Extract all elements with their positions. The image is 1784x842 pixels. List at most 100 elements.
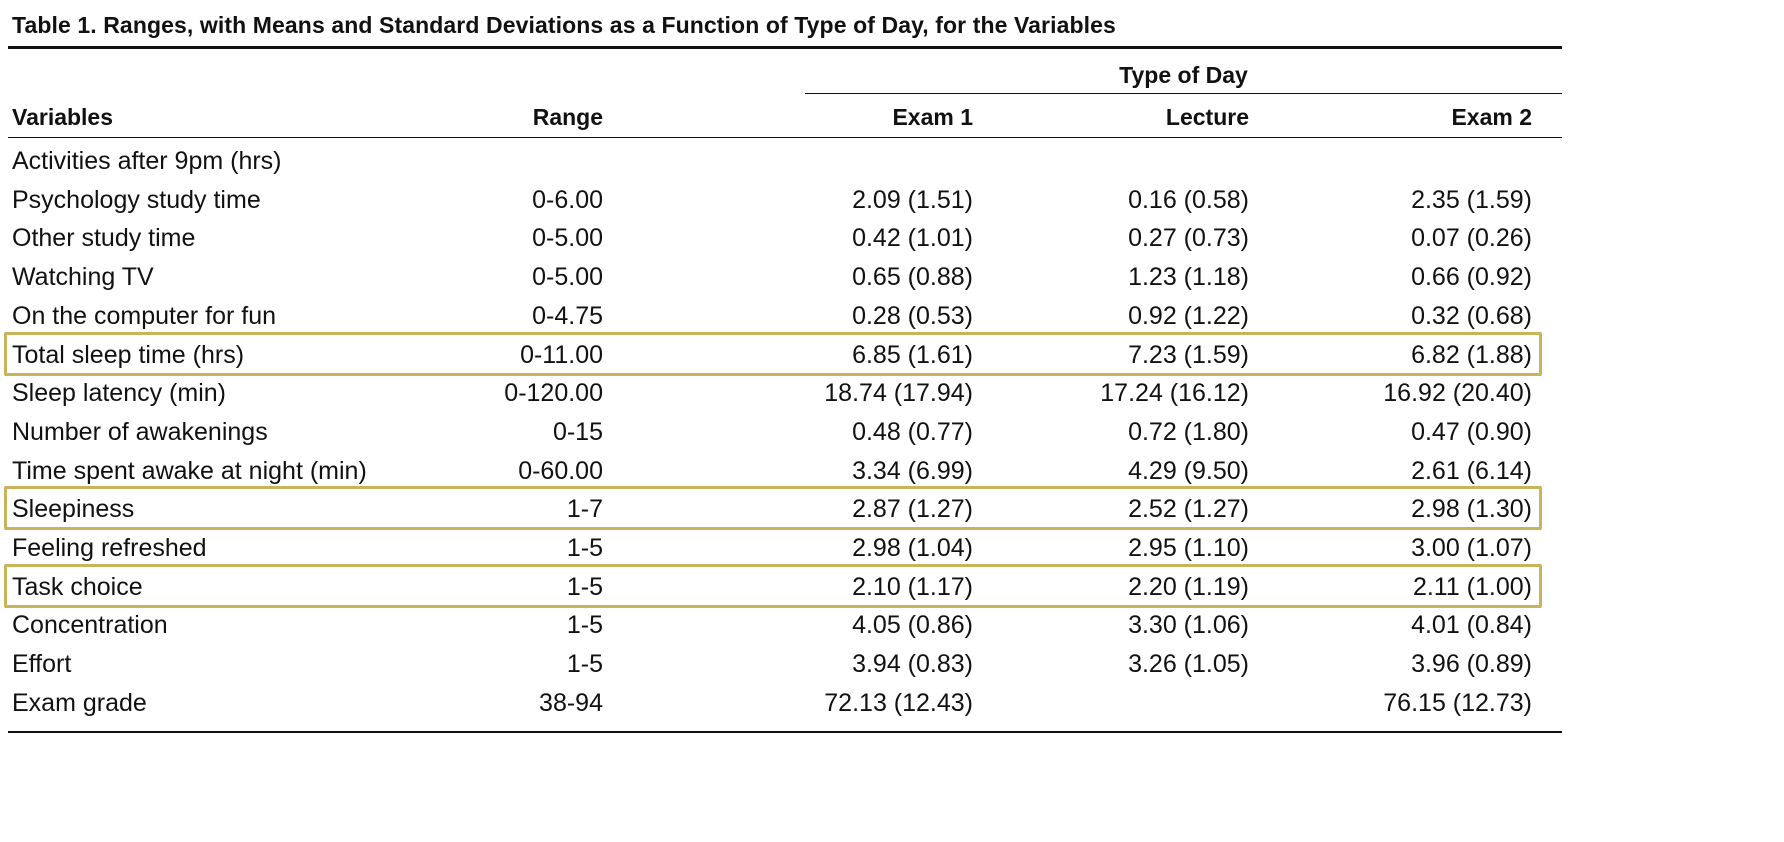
table-row: Total sleep time (hrs) 0-11.00 6.85 (1.61)… — [0, 336, 1784, 374]
table-row: Task choice 1-5 2.10 (1.17) 2.20 (1.19) 2.11… — [0, 568, 1784, 606]
cell-range: 0-5.00 — [532, 263, 603, 291]
cell-exam2: 2.61 (6.14) — [1411, 457, 1532, 485]
cell-exam2: 6.82 (1.88) — [1411, 341, 1532, 369]
cell-range: 0-60.00 — [518, 457, 603, 485]
table-row: Effort 1-5 3.94 (0.83) 3.26 (1.05) 3.96 (0.8… — [0, 645, 1784, 683]
cell-lecture: 7.23 (1.59) — [1128, 341, 1249, 369]
cell-range: 0-120.00 — [504, 379, 603, 407]
cell-variable: Effort — [12, 650, 72, 678]
cell-variable: Sleep latency (min) — [12, 379, 226, 407]
cell-lecture: 4.29 (9.50) — [1128, 457, 1249, 485]
cell-exam2 — [1332, 142, 1532, 180]
table-row: Watching TV 0-5.00 0.65 (0.88) 1.23 (1.18) 0… — [0, 258, 1784, 296]
cell-lecture: 0.92 (1.22) — [1128, 302, 1249, 330]
cell-lecture — [1049, 142, 1249, 180]
cell-variable: Sleepiness — [12, 495, 135, 523]
cell-range: 38-94 — [539, 689, 603, 717]
cell-exam1: 2.98 (1.04) — [852, 534, 973, 562]
cell-exam1: 2.09 (1.51) — [852, 186, 973, 214]
top-rule — [8, 46, 1562, 49]
cell-variable: Feeling refreshed — [12, 534, 207, 562]
cell-variable: Concentration — [12, 611, 168, 639]
cell-exam1: 2.10 (1.17) — [852, 573, 973, 601]
bottom-rule — [8, 731, 1562, 733]
table-row: Activities after 9pm (hrs) — [0, 142, 1784, 180]
cell-variable: Watching TV — [12, 263, 154, 291]
cell-exam2: 2.11 (1.00) — [1412, 573, 1532, 601]
table-row: Exam grade 38-94 72.13 (12.43) 76.15 (12.73… — [0, 684, 1784, 722]
cell-range: 1-5 — [566, 573, 603, 601]
table-row: Other study time 0-5.00 0.42 (1.01) 0.27 (0… — [0, 219, 1784, 257]
cell-exam1: 3.94 (0.83) — [852, 650, 973, 678]
cell-exam2: 2.98 (1.30) — [1411, 495, 1532, 523]
table-row: On the computer for fun 0-4.75 0.28 (0.53)… — [0, 297, 1784, 335]
header-rule — [8, 137, 1562, 138]
cell-variable: Activities after 9pm (hrs) — [12, 147, 282, 175]
cell-exam2: 0.66 (0.92) — [1411, 263, 1532, 291]
cell-exam2: 2.35 (1.59) — [1411, 186, 1532, 214]
cell-exam1: 4.05 (0.86) — [852, 611, 973, 639]
column-header-range: Range — [532, 104, 603, 130]
cell-exam1: 18.74 (17.94) — [824, 379, 973, 407]
cell-range: 0-4.75 — [532, 302, 603, 330]
cell-exam1: 6.85 (1.61) — [852, 341, 973, 369]
cell-lecture: 0.72 (1.80) — [1128, 418, 1249, 446]
cell-exam2: 4.01 (0.84) — [1411, 611, 1532, 639]
cell-variable: Total sleep time (hrs) — [12, 341, 245, 369]
cell-range: 0-15 — [552, 418, 603, 446]
cell-variable: Number of awakenings — [12, 418, 268, 446]
cell-range: 0-6.00 — [532, 186, 603, 214]
table-row: Sleepiness 1-7 2.87 (1.27) 2.52 (1.27) 2.98 … — [0, 490, 1784, 528]
cell-lecture: 0.27 (0.73) — [1128, 224, 1249, 252]
cell-variable: Time spent awake at night (min) — [12, 457, 367, 485]
cell-range: 1-7 — [566, 495, 603, 523]
cell-exam1: 3.34 (6.99) — [852, 457, 973, 485]
cell-range: 0-11.00 — [520, 341, 603, 369]
cell-exam2: 16.92 (20.40) — [1383, 379, 1532, 407]
cell-range — [403, 142, 603, 180]
column-header-row: Variables Range Exam 1 Lecture Exam 2 — [0, 100, 1784, 134]
cell-variable: Exam grade — [12, 689, 147, 717]
table-row: Concentration 1-5 4.05 (0.86) 3.30 (1.06) 4.… — [0, 606, 1784, 644]
cell-exam1: 0.28 (0.53) — [852, 302, 973, 330]
table-row: Sleep latency (min) 0-120.00 18.74 (17.94)… — [0, 374, 1784, 412]
table-caption: Table 1. Ranges, with Means and Standard… — [12, 12, 1116, 38]
cell-range: 1-5 — [566, 534, 603, 562]
cell-exam1: 0.48 (0.77) — [852, 418, 973, 446]
cell-lecture: 3.30 (1.06) — [1128, 611, 1249, 639]
cell-exam2: 0.47 (0.90) — [1411, 418, 1532, 446]
cell-variable: Other study time — [12, 224, 196, 252]
cell-exam2: 0.07 (0.26) — [1411, 224, 1532, 252]
cell-lecture: 17.24 (16.12) — [1100, 379, 1249, 407]
column-header-lecture: Lecture — [1165, 104, 1249, 130]
cell-exam2: 76.15 (12.73) — [1383, 689, 1532, 717]
cell-variable: On the computer for fun — [12, 302, 277, 330]
cell-exam2: 0.32 (0.68) — [1411, 302, 1532, 330]
cell-range: 1-5 — [566, 611, 603, 639]
cell-lecture: 3.26 (1.05) — [1128, 650, 1249, 678]
cell-variable: Task choice — [12, 573, 143, 601]
table-row: Number of awakenings 0-15 0.48 (0.77) 0.72 … — [0, 413, 1784, 451]
cell-range: 1-5 — [566, 650, 603, 678]
column-header-exam2: Exam 2 — [1451, 104, 1532, 130]
cell-exam1: 2.87 (1.27) — [852, 495, 973, 523]
cell-lecture: 2.20 (1.19) — [1128, 573, 1249, 601]
table-row: Feeling refreshed 1-5 2.98 (1.04) 2.95 (1.1… — [0, 529, 1784, 567]
type-of-day-header: Type of Day — [1119, 62, 1248, 88]
cell-exam1: 72.13 (12.43) — [824, 689, 973, 717]
cell-exam2: 3.96 (0.89) — [1411, 650, 1532, 678]
table-row: Time spent awake at night (min) 0-60.00 3.… — [0, 452, 1784, 490]
cell-lecture: 2.95 (1.10) — [1128, 534, 1249, 562]
cell-exam1: 0.42 (1.01) — [852, 224, 973, 252]
cell-lecture — [1049, 684, 1249, 722]
column-header-variables: Variables — [12, 104, 114, 130]
cell-lecture: 1.23 (1.18) — [1128, 263, 1249, 291]
table-row: Psychology study time 0-6.00 2.09 (1.51) 0.… — [0, 181, 1784, 219]
group-header-rule — [805, 93, 1562, 94]
cell-exam2: 3.00 (1.07) — [1411, 534, 1532, 562]
column-header-exam1: Exam 1 — [892, 104, 973, 130]
cell-variable: Psychology study time — [12, 186, 261, 214]
cell-lecture: 2.52 (1.27) — [1128, 495, 1249, 523]
cell-exam1: 0.65 (0.88) — [852, 263, 973, 291]
cell-lecture: 0.16 (0.58) — [1128, 186, 1249, 214]
